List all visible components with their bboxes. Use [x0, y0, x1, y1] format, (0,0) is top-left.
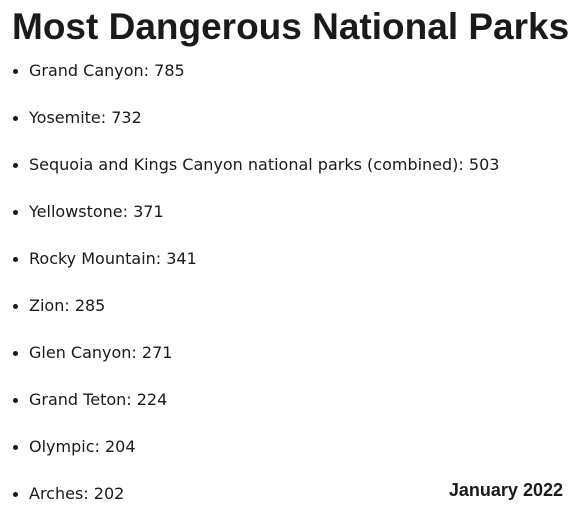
list-item: Yosemite: 732 — [0, 104, 499, 151]
park-list: Grand Canyon: 785 Yosemite: 732 Sequoia an… — [0, 57, 499, 527]
title: Most Dangerous National Parks — [12, 6, 570, 47]
list-item: Zion: 285 — [0, 292, 499, 339]
list-item: Rocky Mountain: 341 — [0, 245, 499, 292]
list-item: Olympic: 204 — [0, 433, 499, 480]
page: {"title": "Most Dangerous National Parks… — [12, 6, 570, 503]
date: January 2022 — [448, 480, 563, 500]
list-item: Grand Teton: 224 — [0, 386, 499, 433]
list-item: Arches: 202 — [0, 480, 499, 527]
list-item: Grand Canyon: 785 — [0, 57, 499, 104]
list-item: Glen Canyon: 271 — [0, 339, 499, 386]
list-item: Yellowstone: 371 — [0, 198, 499, 245]
list-item: Sequoia and Kings Canyon national parks … — [0, 151, 499, 198]
